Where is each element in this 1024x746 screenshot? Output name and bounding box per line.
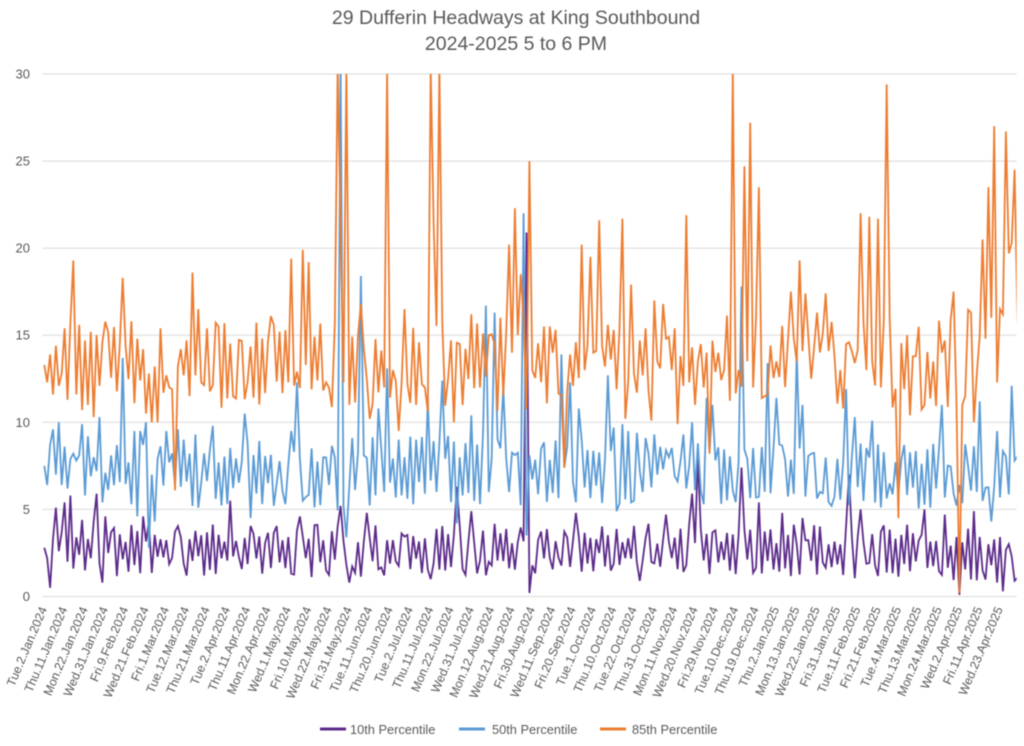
svg-text:29 Dufferin Headways at King S: 29 Dufferin Headways at King Southbound xyxy=(332,7,700,29)
svg-text:20: 20 xyxy=(16,241,30,256)
svg-text:15: 15 xyxy=(16,328,30,343)
svg-text:5: 5 xyxy=(23,502,30,517)
svg-text:85th Percentile: 85th Percentile xyxy=(632,722,717,737)
svg-text:50th Percentile: 50th Percentile xyxy=(492,722,577,737)
svg-text:30: 30 xyxy=(16,67,30,82)
svg-text:10th Percentile: 10th Percentile xyxy=(350,722,435,737)
svg-text:10: 10 xyxy=(16,415,30,430)
svg-text:2024-2025 5 to 6 PM: 2024-2025 5 to 6 PM xyxy=(425,33,607,55)
svg-text:0: 0 xyxy=(23,589,30,604)
svg-text:25: 25 xyxy=(16,154,30,169)
